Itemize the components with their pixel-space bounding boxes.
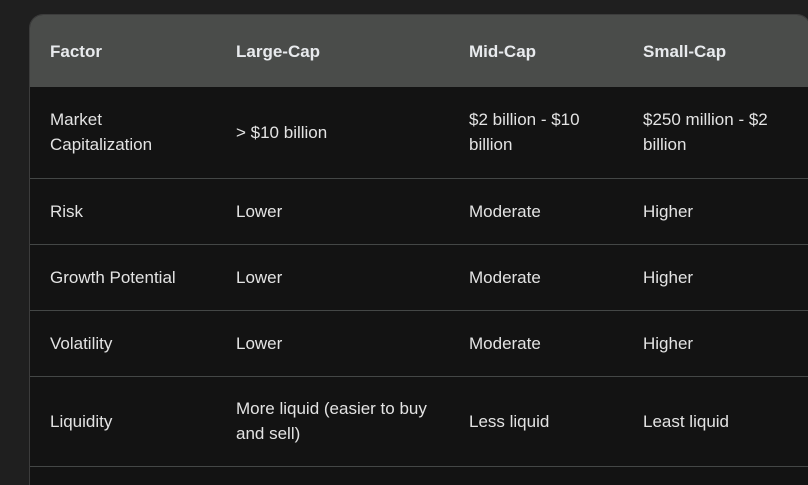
- cell-factor: Risk: [30, 178, 216, 245]
- table-row: Market Capitalization > $10 billion $2 b…: [30, 87, 808, 179]
- cell-factor: Liquidity: [30, 376, 216, 467]
- cell-small-cap: $250 million - $2 billion: [623, 87, 808, 179]
- table-row: Liquidity More liquid (easier to buy and…: [30, 376, 808, 467]
- cell-mid-cap: Moderate: [449, 178, 623, 245]
- table-row: Risk Lower Moderate Higher: [30, 178, 808, 245]
- header-row: Factor Large-Cap Mid-Cap Small-Cap: [30, 15, 808, 87]
- header-large-cap: Large-Cap: [236, 41, 321, 61]
- cell-factor: Market Capitalization: [30, 87, 216, 179]
- comparison-table: Factor Large-Cap Mid-Cap Small-Cap Marke…: [30, 15, 808, 467]
- cell-factor: Growth Potential: [30, 244, 216, 311]
- cell-small-cap: Least liquid: [623, 376, 808, 467]
- header-small-cap: Small-Cap: [643, 41, 727, 61]
- cell-large-cap: Lower: [216, 244, 449, 311]
- cell-large-cap: More liquid (easier to buy and sell): [216, 376, 449, 467]
- cell-small-cap: Higher: [623, 244, 808, 311]
- table-body: Market Capitalization > $10 billion $2 b…: [30, 87, 808, 467]
- cell-small-cap: Higher: [623, 310, 808, 377]
- table-row: Volatility Lower Moderate Higher: [30, 310, 808, 377]
- cell-factor: Volatility: [30, 310, 216, 377]
- comparison-table-container: Factor Large-Cap Mid-Cap Small-Cap Marke…: [29, 14, 808, 485]
- cell-mid-cap: Moderate: [449, 310, 623, 377]
- cell-small-cap: Higher: [623, 178, 808, 245]
- cell-large-cap: Lower: [216, 310, 449, 377]
- table-header: Factor Large-Cap Mid-Cap Small-Cap: [30, 15, 808, 87]
- cell-large-cap: > $10 billion: [216, 87, 449, 179]
- header-factor: Factor: [50, 41, 102, 61]
- cell-mid-cap: $2 billion - $10 billion: [449, 87, 623, 179]
- header-mid-cap: Mid-Cap: [469, 41, 537, 61]
- cell-mid-cap: Less liquid: [449, 376, 623, 467]
- cell-large-cap: Lower: [216, 178, 449, 245]
- cell-mid-cap: Moderate: [449, 244, 623, 311]
- table-row: Growth Potential Lower Moderate Higher: [30, 244, 808, 311]
